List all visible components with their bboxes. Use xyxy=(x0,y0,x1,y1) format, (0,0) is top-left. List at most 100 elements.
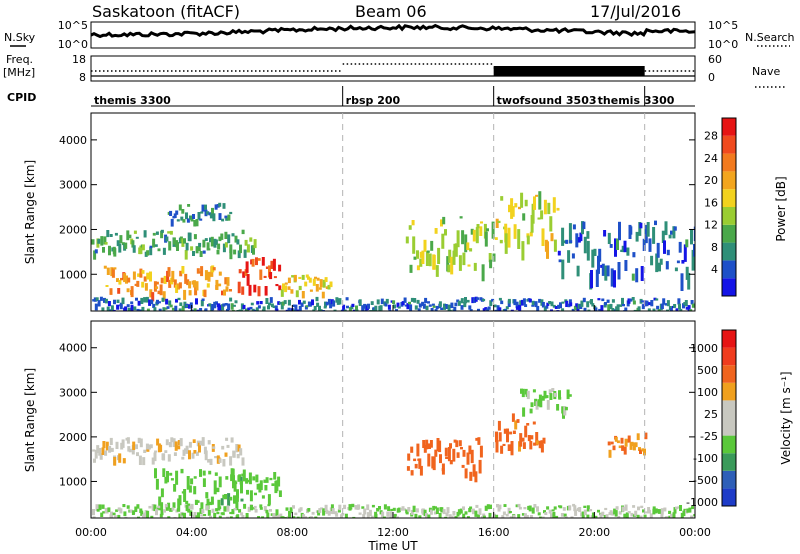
colorbar-tick-label: 24 xyxy=(704,152,718,165)
heatmap-cell xyxy=(403,508,407,511)
heatmap-cell xyxy=(573,305,577,310)
heatmap-cell xyxy=(469,471,473,481)
heatmap-cell xyxy=(141,281,145,288)
heatmap-cell xyxy=(235,499,239,511)
heatmap-cell xyxy=(130,304,134,311)
heatmap-cell xyxy=(154,468,157,479)
heatmap-cell xyxy=(307,508,311,512)
heatmap-cell xyxy=(509,431,513,435)
colorbar-frame xyxy=(721,117,737,297)
heatmap-cell xyxy=(151,504,155,511)
heatmap-cell xyxy=(109,309,113,311)
heatmap-cell xyxy=(248,472,252,485)
heatmap-cell xyxy=(201,298,205,301)
heatmap-cell xyxy=(575,303,579,307)
heatmap-cell xyxy=(115,441,119,449)
heatmap-cell xyxy=(528,298,532,303)
station-title: Saskatoon (fitACF) xyxy=(92,2,240,21)
heatmap-cell xyxy=(222,459,226,467)
heatmap-cell xyxy=(287,299,291,306)
heatmap-cell xyxy=(653,297,657,301)
heatmap-cell xyxy=(240,480,243,494)
heatmap-cell xyxy=(597,298,601,301)
heatmap-cell xyxy=(145,296,149,303)
heatmap-cell xyxy=(678,241,682,253)
heatmap-cell xyxy=(616,440,620,444)
heatmap-cell xyxy=(355,309,359,311)
heatmap-cell xyxy=(494,309,498,311)
heatmap-cell xyxy=(110,267,114,277)
heatmap-cell xyxy=(668,515,672,518)
heatmap-cell xyxy=(483,223,487,239)
colorbar-cell xyxy=(722,382,736,401)
time-tick-label: 04:00 xyxy=(176,526,208,539)
heatmap-cell xyxy=(407,507,411,512)
heatmap-cell xyxy=(237,444,241,452)
heatmap-cell xyxy=(155,508,158,516)
heatmap-cell xyxy=(159,284,163,296)
heatmap-cell xyxy=(149,245,153,249)
heatmap-cell xyxy=(428,304,432,307)
heatmap-cell xyxy=(327,510,331,516)
heatmap-cell xyxy=(214,239,218,245)
heatmap-cell xyxy=(623,446,627,455)
colorbar-tick-label: 28 xyxy=(704,130,718,143)
heatmap-cell xyxy=(149,289,153,298)
heatmap-cell xyxy=(476,514,480,518)
heatmap-cell xyxy=(167,267,171,277)
heatmap-cell xyxy=(212,446,216,449)
heatmap-cell xyxy=(99,453,103,460)
heatmap-cell xyxy=(649,513,653,518)
heatmap-cell xyxy=(169,509,173,512)
heatmap-cell xyxy=(325,509,329,514)
heatmap-cell xyxy=(187,204,191,207)
colorbar-cell xyxy=(722,347,736,366)
heatmap-cell xyxy=(491,298,495,302)
heatmap-cell xyxy=(160,502,164,511)
heatmap-cell xyxy=(263,275,267,278)
heatmap-cell xyxy=(334,511,338,515)
colorbar-cell xyxy=(722,365,736,383)
heatmap-cell xyxy=(495,431,498,443)
heatmap-cell xyxy=(218,476,222,488)
heatmap-cell xyxy=(178,495,182,506)
heatmap-cell xyxy=(616,304,620,311)
heatmap-cell xyxy=(444,516,448,518)
heatmap-cell xyxy=(358,299,362,306)
heatmap-cell xyxy=(568,299,572,304)
heatmap-cell xyxy=(521,388,525,398)
heatmap-cell xyxy=(175,470,179,485)
heatmap-cell xyxy=(634,510,638,517)
heatmap-cell xyxy=(245,478,249,484)
heatmap-cell xyxy=(171,270,175,283)
heatmap-cell xyxy=(687,305,691,311)
heatmap-cell xyxy=(208,470,212,475)
heatmap-cell xyxy=(110,305,114,311)
heatmap-cell xyxy=(200,514,204,517)
heatmap-cell xyxy=(546,400,550,410)
heatmap-cell xyxy=(657,309,661,311)
heatmap-cell xyxy=(690,229,693,245)
heatmap-cell xyxy=(541,302,545,308)
heatmap-cell xyxy=(215,301,218,305)
heatmap-cell xyxy=(293,274,297,282)
heatmap-cell xyxy=(489,504,492,509)
heatmap-cell xyxy=(515,301,519,308)
heatmap-cell xyxy=(563,406,567,416)
heatmap-cell xyxy=(181,512,185,516)
heatmap-cell xyxy=(436,438,440,452)
heatmap-cell xyxy=(280,289,284,297)
heatmap-cell xyxy=(192,280,196,288)
heatmap-cell xyxy=(233,249,237,255)
heatmap-cell xyxy=(354,505,358,510)
heatmap-cell xyxy=(524,199,528,207)
heatmap-cell xyxy=(560,513,564,517)
heatmap-cell xyxy=(656,305,660,310)
heatmap-cell xyxy=(225,437,229,441)
heatmap-cell xyxy=(148,505,152,509)
heatmap-cell xyxy=(462,252,466,266)
heatmap-cell xyxy=(221,290,224,296)
heatmap-cell xyxy=(453,439,457,443)
heatmap-cell xyxy=(505,306,509,310)
heatmap-cell xyxy=(242,271,246,278)
